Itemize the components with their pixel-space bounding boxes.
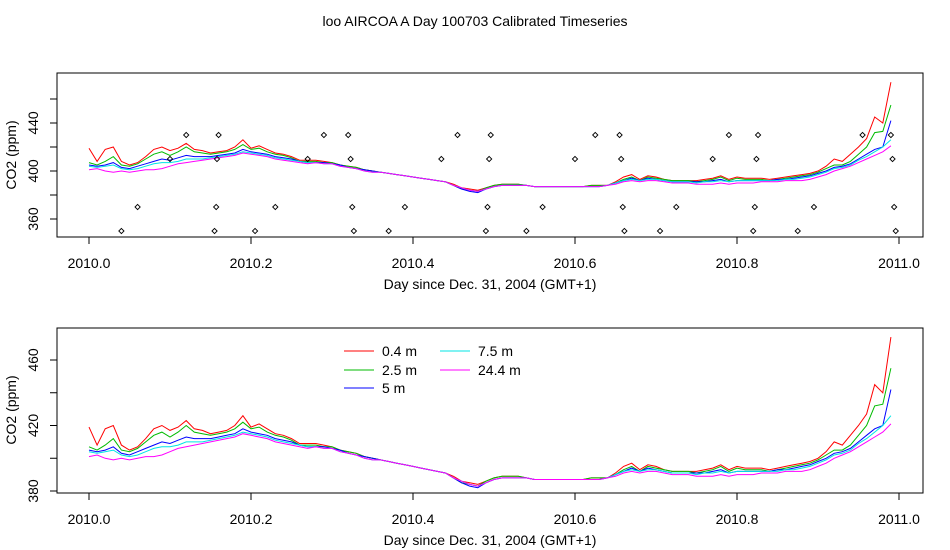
top-marker-point <box>889 155 896 163</box>
top-marker-point <box>892 227 899 235</box>
top-marker-point <box>385 227 392 235</box>
legend-label-2: 5 m <box>382 380 405 396</box>
top-xtick-label: 2010.0 <box>68 255 111 271</box>
top-marker-point <box>673 203 680 211</box>
bottom-xtick-label: 2010.6 <box>554 511 597 527</box>
top-marker-point <box>617 155 625 163</box>
top-marker-point <box>166 155 174 163</box>
top-marker-point <box>810 203 818 211</box>
legend: 0.4 m 2.5 m 5 m 7.5 m 24.4 m <box>344 343 521 396</box>
top-marker-point <box>212 203 220 211</box>
top-marker-point <box>754 131 762 139</box>
top-marker-point <box>749 227 757 235</box>
bottom-series <box>88 337 892 489</box>
top-series-line-1 <box>88 104 892 192</box>
top-marker-point <box>616 131 623 139</box>
bottom-series-line-0 <box>88 337 892 485</box>
top-y-label: CO2 (ppm) <box>3 120 19 189</box>
top-marker-point <box>454 131 461 139</box>
top-marker-point <box>304 155 311 163</box>
top-series-line-4 <box>88 145 892 192</box>
top-marker-point <box>349 203 356 211</box>
top-ytick-label: 360 <box>25 207 41 231</box>
top-marker-point <box>725 131 733 139</box>
top-marker-point <box>619 203 627 211</box>
top-xtick-label: 2010.4 <box>392 255 435 271</box>
top-marker-point <box>794 227 801 235</box>
top-marker-point <box>656 227 664 235</box>
legend-label-0: 0.4 m <box>382 343 417 359</box>
top-marker-point <box>523 227 530 235</box>
legend-label-1: 2.5 m <box>382 362 417 378</box>
top-marker-point <box>859 131 866 139</box>
bottom-x-label: Day since Dec. 31, 2004 (GMT+1) <box>384 532 597 548</box>
bottom-xtick-label: 2011.0 <box>878 511 920 527</box>
top-xtick-label: 2010.6 <box>554 255 597 271</box>
bottom-plot-frame <box>56 327 924 494</box>
top-marker-point <box>621 227 628 235</box>
top-axis-ticks: 2010.0 2010.2 2010.4 2010.6 2010.8 2011.0 360 4… <box>25 98 920 271</box>
bottom-axis-ticks: 2010.0 2010.2 2010.4 2010.6 2010.8 2011.0 380 4… <box>25 348 920 527</box>
top-marker-point <box>134 203 141 211</box>
top-marker-point <box>571 155 579 163</box>
top-marker-point <box>347 155 354 163</box>
bottom-xtick-label: 2010.4 <box>392 511 435 527</box>
top-ytick-label: 440 <box>25 111 41 135</box>
top-xtick-label: 2010.2 <box>230 255 273 271</box>
top-marker-point <box>709 155 716 163</box>
top-x-label: Day since Dec. 31, 2004 (GMT+1) <box>384 276 597 292</box>
top-marker-point <box>438 155 445 163</box>
top-marker-point <box>482 227 490 235</box>
top-marker-point <box>485 155 493 163</box>
top-marker-point <box>753 155 760 163</box>
bottom-panel: 2010.0 2010.2 2010.4 2010.6 2010.8 2011.0 380 4… <box>3 327 924 548</box>
top-marker-point <box>211 227 218 235</box>
top-series <box>88 82 892 194</box>
top-marker-point <box>251 227 259 235</box>
bottom-y-label: CO2 (ppm) <box>3 375 19 444</box>
top-marker-point <box>215 131 222 139</box>
bottom-xtick-label: 2010.0 <box>68 511 111 527</box>
top-marker-point <box>484 203 491 211</box>
top-ytick-label: 400 <box>25 159 41 183</box>
top-marker-point <box>592 131 599 139</box>
top-marker-point <box>272 203 279 211</box>
top-marker-point <box>751 203 759 211</box>
bottom-series-line-3 <box>88 415 892 487</box>
legend-label-3: 7.5 m <box>478 343 513 359</box>
top-marker-point <box>887 131 895 139</box>
top-marker-point <box>401 203 409 211</box>
top-plot-frame <box>56 72 924 238</box>
top-series-line-3 <box>88 139 892 192</box>
top-marker-point <box>182 131 190 139</box>
top-marker-point <box>344 131 352 139</box>
top-points <box>118 131 899 235</box>
top-marker-point <box>350 227 358 235</box>
top-marker-point <box>213 155 221 163</box>
legend-label-4: 24.4 m <box>478 362 521 378</box>
top-panel: 2010.0 2010.2 2010.4 2010.6 2010.8 2011.0 360 4… <box>3 72 924 292</box>
chart-title: loo AIRCOA A Day 100703 Calibrated Times… <box>322 13 627 29</box>
bottom-ytick-label: 420 <box>25 414 41 438</box>
top-marker-point <box>539 203 546 211</box>
bottom-xtick-label: 2010.2 <box>230 511 273 527</box>
top-marker-point <box>320 131 328 139</box>
top-marker-point <box>890 203 898 211</box>
top-marker-point <box>487 131 494 139</box>
bottom-ytick-label: 460 <box>25 348 41 372</box>
bottom-series-line-1 <box>88 368 892 487</box>
bottom-series-line-4 <box>88 423 892 487</box>
bottom-xtick-label: 2010.8 <box>716 511 759 527</box>
bottom-ytick-label: 380 <box>25 479 41 503</box>
top-xtick-label: 2011.0 <box>878 255 920 271</box>
top-marker-point <box>118 227 125 235</box>
top-xtick-label: 2010.8 <box>716 255 759 271</box>
